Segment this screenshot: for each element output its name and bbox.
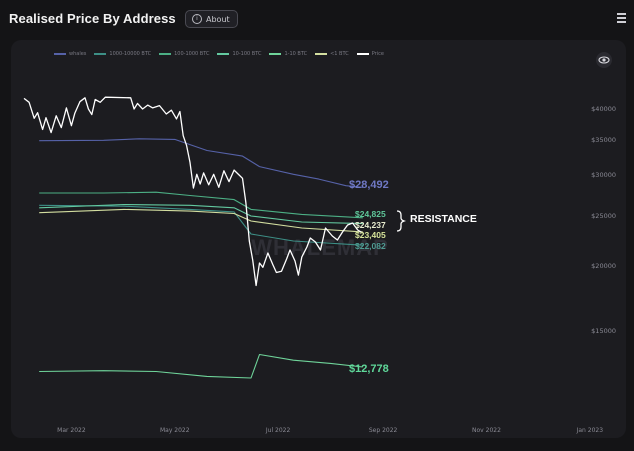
header: Realised Price By Address i About	[0, 0, 634, 38]
y-tick-label: $40000	[591, 105, 616, 113]
series-line-1-10-btc	[39, 353, 363, 379]
chart-legend: whales 1000-10000 BTC 100-1000 BTC 10-100 B…	[54, 51, 384, 57]
legend-label: 10-100 BTC	[232, 51, 262, 57]
legend-label: 100-1000 BTC	[174, 51, 210, 57]
y-tick-label: $25000	[591, 212, 616, 220]
chart-panel	[11, 40, 626, 438]
y-tick-label: $30000	[591, 171, 616, 179]
legend-item[interactable]: whales	[54, 51, 86, 57]
resistance-brace	[396, 210, 407, 232]
about-button[interactable]: i About	[185, 10, 238, 28]
series-line-1000-10000-btc	[39, 204, 363, 246]
legend-swatch	[269, 53, 282, 55]
x-tick-label: Nov 2022	[472, 427, 501, 434]
legend-swatch	[159, 53, 172, 55]
legend-item[interactable]: Price	[356, 51, 384, 57]
series-line-100-1000-btc	[39, 191, 363, 219]
x-tick-label: May 2022	[160, 427, 190, 434]
eye-icon	[598, 56, 610, 64]
value-label: $23,405	[355, 230, 386, 240]
legend-item[interactable]: <1 BTC	[315, 51, 349, 57]
series-line--1-btc	[39, 208, 363, 233]
legend-label: 1000-10000 BTC	[109, 51, 152, 57]
series-line-price	[23, 96, 364, 287]
info-icon: i	[192, 14, 202, 24]
legend-swatch	[315, 53, 328, 55]
x-tick-label: Jul 2022	[265, 427, 291, 434]
legend-label: <1 BTC	[330, 51, 349, 57]
x-tick-label: Jan 2023	[576, 427, 604, 434]
x-tick-label: Sep 2022	[369, 427, 398, 434]
value-label: $28,492	[349, 179, 389, 191]
x-tick-label: Mar 2022	[57, 427, 86, 434]
y-tick-label: $20000	[591, 262, 616, 270]
y-tick-label: $35000	[591, 136, 616, 144]
series-line-10-100-btc	[39, 203, 363, 225]
legend-item[interactable]: 10-100 BTC	[217, 51, 261, 57]
value-label: $22,082	[355, 241, 386, 251]
eye-toggle-button[interactable]	[596, 52, 612, 68]
legend-label: 1-10 BTC	[284, 51, 308, 57]
menu-icon[interactable]	[617, 13, 626, 25]
annotation-label: RESISTANCE	[410, 213, 477, 225]
legend-swatch	[356, 53, 369, 55]
value-label: $12,778	[349, 363, 389, 375]
legend-swatch	[94, 53, 107, 55]
y-tick-label: $15000	[591, 327, 616, 335]
series-line-whales	[39, 138, 363, 188]
legend-item[interactable]: 100-1000 BTC	[159, 51, 209, 57]
legend-label: whales	[69, 51, 87, 57]
legend-item[interactable]: 1000-10000 BTC	[94, 51, 151, 57]
legend-item[interactable]: 1-10 BTC	[269, 51, 307, 57]
value-label: $24,825	[355, 209, 386, 219]
value-label: $24,237	[355, 220, 386, 230]
about-label: About	[206, 14, 230, 24]
legend-swatch	[54, 53, 66, 55]
page-title: Realised Price By Address	[9, 11, 176, 26]
legend-label: Price	[371, 51, 384, 57]
legend-swatch	[217, 53, 230, 55]
